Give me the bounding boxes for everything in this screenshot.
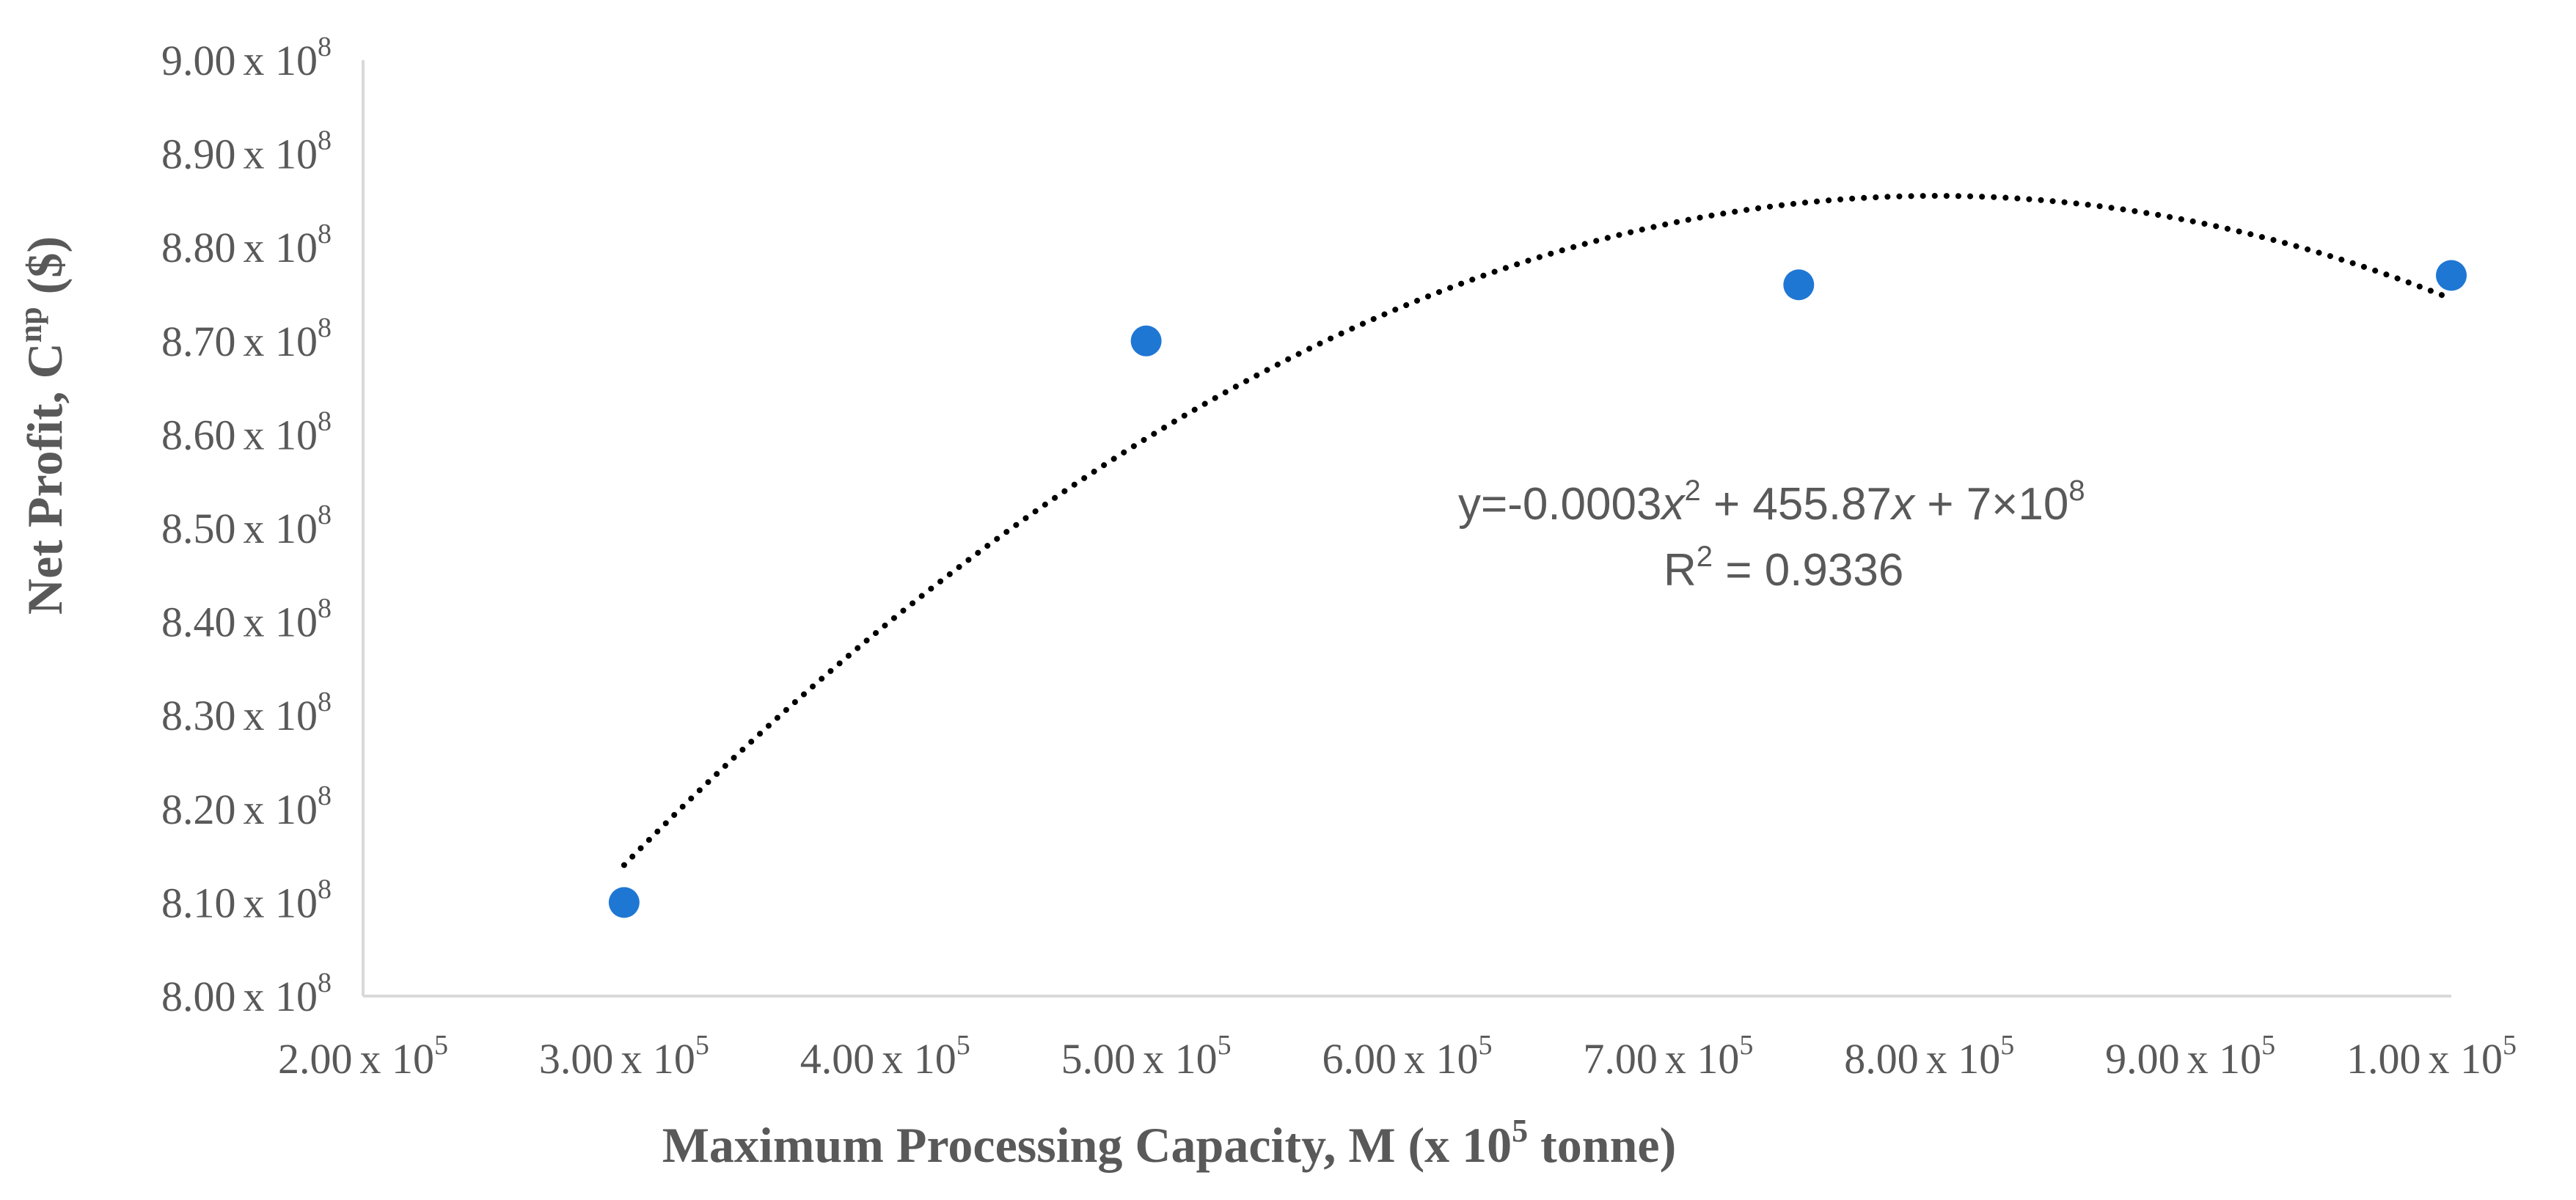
data-point — [1130, 325, 1162, 356]
trendline — [621, 193, 2454, 868]
y-tick-label: 8.80 x 108 — [161, 219, 332, 271]
y-tick-label: 8.20 x 108 — [161, 780, 332, 833]
x-tick-label: 6.00 x 105 — [1322, 1030, 1493, 1083]
data-points — [608, 260, 2467, 918]
x-tick-label: 4.00 x 105 — [800, 1030, 970, 1083]
data-point — [1783, 269, 1815, 301]
r-squared-label: R2 = 0.9336 — [1664, 541, 1903, 596]
y-tick-label: 8.10 x 108 — [161, 874, 332, 926]
y-tick-label: 8.60 x 108 — [161, 406, 332, 458]
data-point — [2436, 260, 2467, 291]
x-axis-ticks: 2.00 x 105 3.00 x 105 4.00 x 105 5.00 x 105 6.00… — [278, 1030, 2517, 1083]
y-tick-label: 8.00 x 108 — [161, 967, 332, 1020]
y-axis-ticks: 8.00 x 108 8.10 x 108 8.20 x 108 8.30 x 108 8.40… — [161, 32, 332, 1020]
y-tick-label: 9.00 x 108 — [161, 32, 332, 84]
x-tick-label: 5.00 x 105 — [1061, 1030, 1232, 1083]
x-tick-label: 8.00 x 105 — [1844, 1030, 2014, 1083]
y-tick-label: 8.70 x 108 — [161, 312, 332, 365]
x-tick-label: 3.00 x 105 — [539, 1030, 709, 1083]
x-tick-label: 7.00 x 105 — [1583, 1030, 1753, 1083]
y-tick-label: 8.50 x 108 — [161, 500, 332, 552]
x-tick-label: 2.00 x 105 — [278, 1030, 448, 1083]
y-tick-label: 8.90 x 108 — [161, 125, 332, 178]
y-axis-title: Net Profit, Cnp ($) — [12, 236, 73, 615]
trendline-equation: y=-0.0003x2 + 455.87x + 7×108 — [1458, 475, 2085, 530]
data-point — [608, 887, 640, 918]
x-tick-label: 1.00 x 105 — [2346, 1030, 2517, 1083]
x-tick-label: 9.00 x 105 — [2105, 1030, 2275, 1083]
y-tick-label: 8.30 x 108 — [161, 687, 332, 739]
y-tick-label: 8.40 x 108 — [161, 593, 332, 646]
x-axis-title: Maximum Processing Capacity, M (x 105 to… — [662, 1113, 1677, 1173]
